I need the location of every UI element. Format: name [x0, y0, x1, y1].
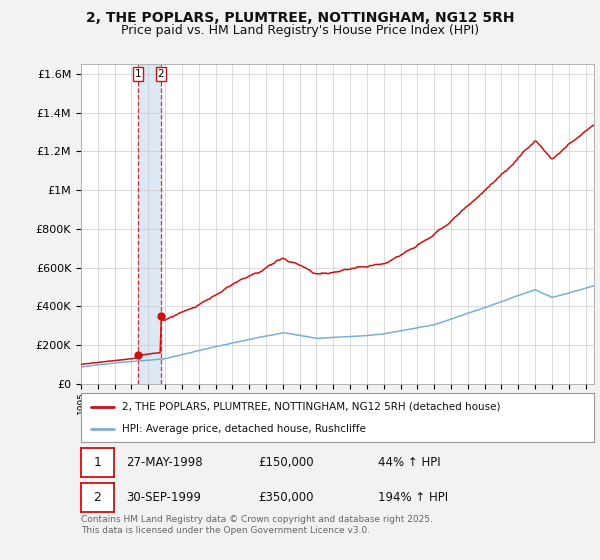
Text: Price paid vs. HM Land Registry's House Price Index (HPI): Price paid vs. HM Land Registry's House … — [121, 24, 479, 37]
Text: 44% ↑ HPI: 44% ↑ HPI — [378, 456, 440, 469]
Text: 30-SEP-1999: 30-SEP-1999 — [126, 491, 201, 504]
Text: 2, THE POPLARS, PLUMTREE, NOTTINGHAM, NG12 5RH: 2, THE POPLARS, PLUMTREE, NOTTINGHAM, NG… — [86, 11, 514, 25]
Text: 27-MAY-1998: 27-MAY-1998 — [126, 456, 203, 469]
Text: £350,000: £350,000 — [258, 491, 314, 504]
Text: Contains HM Land Registry data © Crown copyright and database right 2025.
This d: Contains HM Land Registry data © Crown c… — [81, 515, 433, 535]
Text: 2: 2 — [94, 491, 101, 504]
Text: £150,000: £150,000 — [258, 456, 314, 469]
Text: 2, THE POPLARS, PLUMTREE, NOTTINGHAM, NG12 5RH (detached house): 2, THE POPLARS, PLUMTREE, NOTTINGHAM, NG… — [122, 402, 500, 412]
Text: HPI: Average price, detached house, Rushcliffe: HPI: Average price, detached house, Rush… — [122, 423, 366, 433]
Bar — [138, 64, 161, 384]
Text: 1: 1 — [94, 456, 101, 469]
Text: 2: 2 — [158, 69, 164, 79]
Text: 194% ↑ HPI: 194% ↑ HPI — [378, 491, 448, 504]
Text: 1: 1 — [135, 69, 142, 79]
